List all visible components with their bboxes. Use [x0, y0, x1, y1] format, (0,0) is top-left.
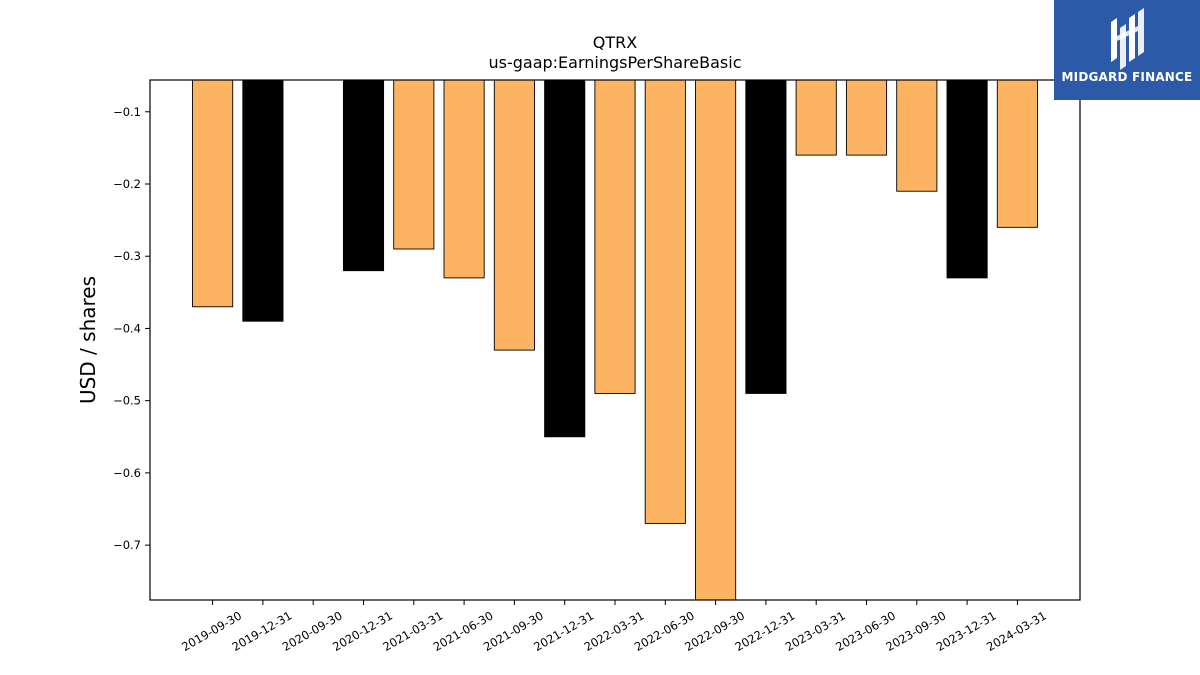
bar-2021-06-30 [443, 79, 485, 279]
logo-mark-icon [1111, 8, 1144, 70]
bar-2019-09-30 [192, 79, 234, 308]
bar-2022-06-30 [644, 79, 686, 524]
y-tick-label: −0.7 [113, 538, 141, 552]
bar-2022-09-30 [695, 79, 737, 601]
x-axis: 2019-09-302019-12-312020-09-302020-12-31… [179, 600, 1049, 654]
bars-layer [192, 79, 1038, 601]
bar-2021-03-31 [393, 79, 435, 250]
bar-2020-12-31 [342, 79, 385, 272]
chart-subtitle: us-gaap:EarningsPerShareBasic [488, 53, 741, 72]
bar-2019-12-31 [242, 79, 284, 322]
y-tick-label: −0.6 [113, 466, 141, 480]
bar-2024-03-31 [996, 79, 1038, 228]
y-tick-label: −0.2 [113, 177, 141, 191]
bar-2021-12-31 [544, 79, 586, 438]
y-axis-label: USD / shares [76, 276, 100, 404]
y-tick-label: −0.3 [113, 249, 141, 263]
bar-2023-12-31 [946, 79, 988, 279]
y-tick-label: −0.4 [113, 321, 141, 335]
chart-title: QTRX [593, 33, 637, 52]
y-axis: −0.1 −0.2 −0.3 −0.4 −0.5 −0.6 −0.7 [113, 105, 150, 552]
y-tick-label: −0.5 [113, 394, 141, 408]
logo: MIDGARD FINANCE [1054, 0, 1200, 100]
bar-2023-06-30 [845, 79, 888, 156]
bar-2023-09-30 [896, 79, 938, 192]
bar-2022-12-31 [745, 79, 787, 394]
logo-text: MIDGARD FINANCE [1061, 70, 1193, 84]
bar-2022-03-31 [594, 79, 636, 394]
y-tick-label: −0.1 [113, 105, 141, 119]
bar-2021-09-30 [493, 79, 535, 351]
bar-2023-03-31 [795, 79, 837, 156]
